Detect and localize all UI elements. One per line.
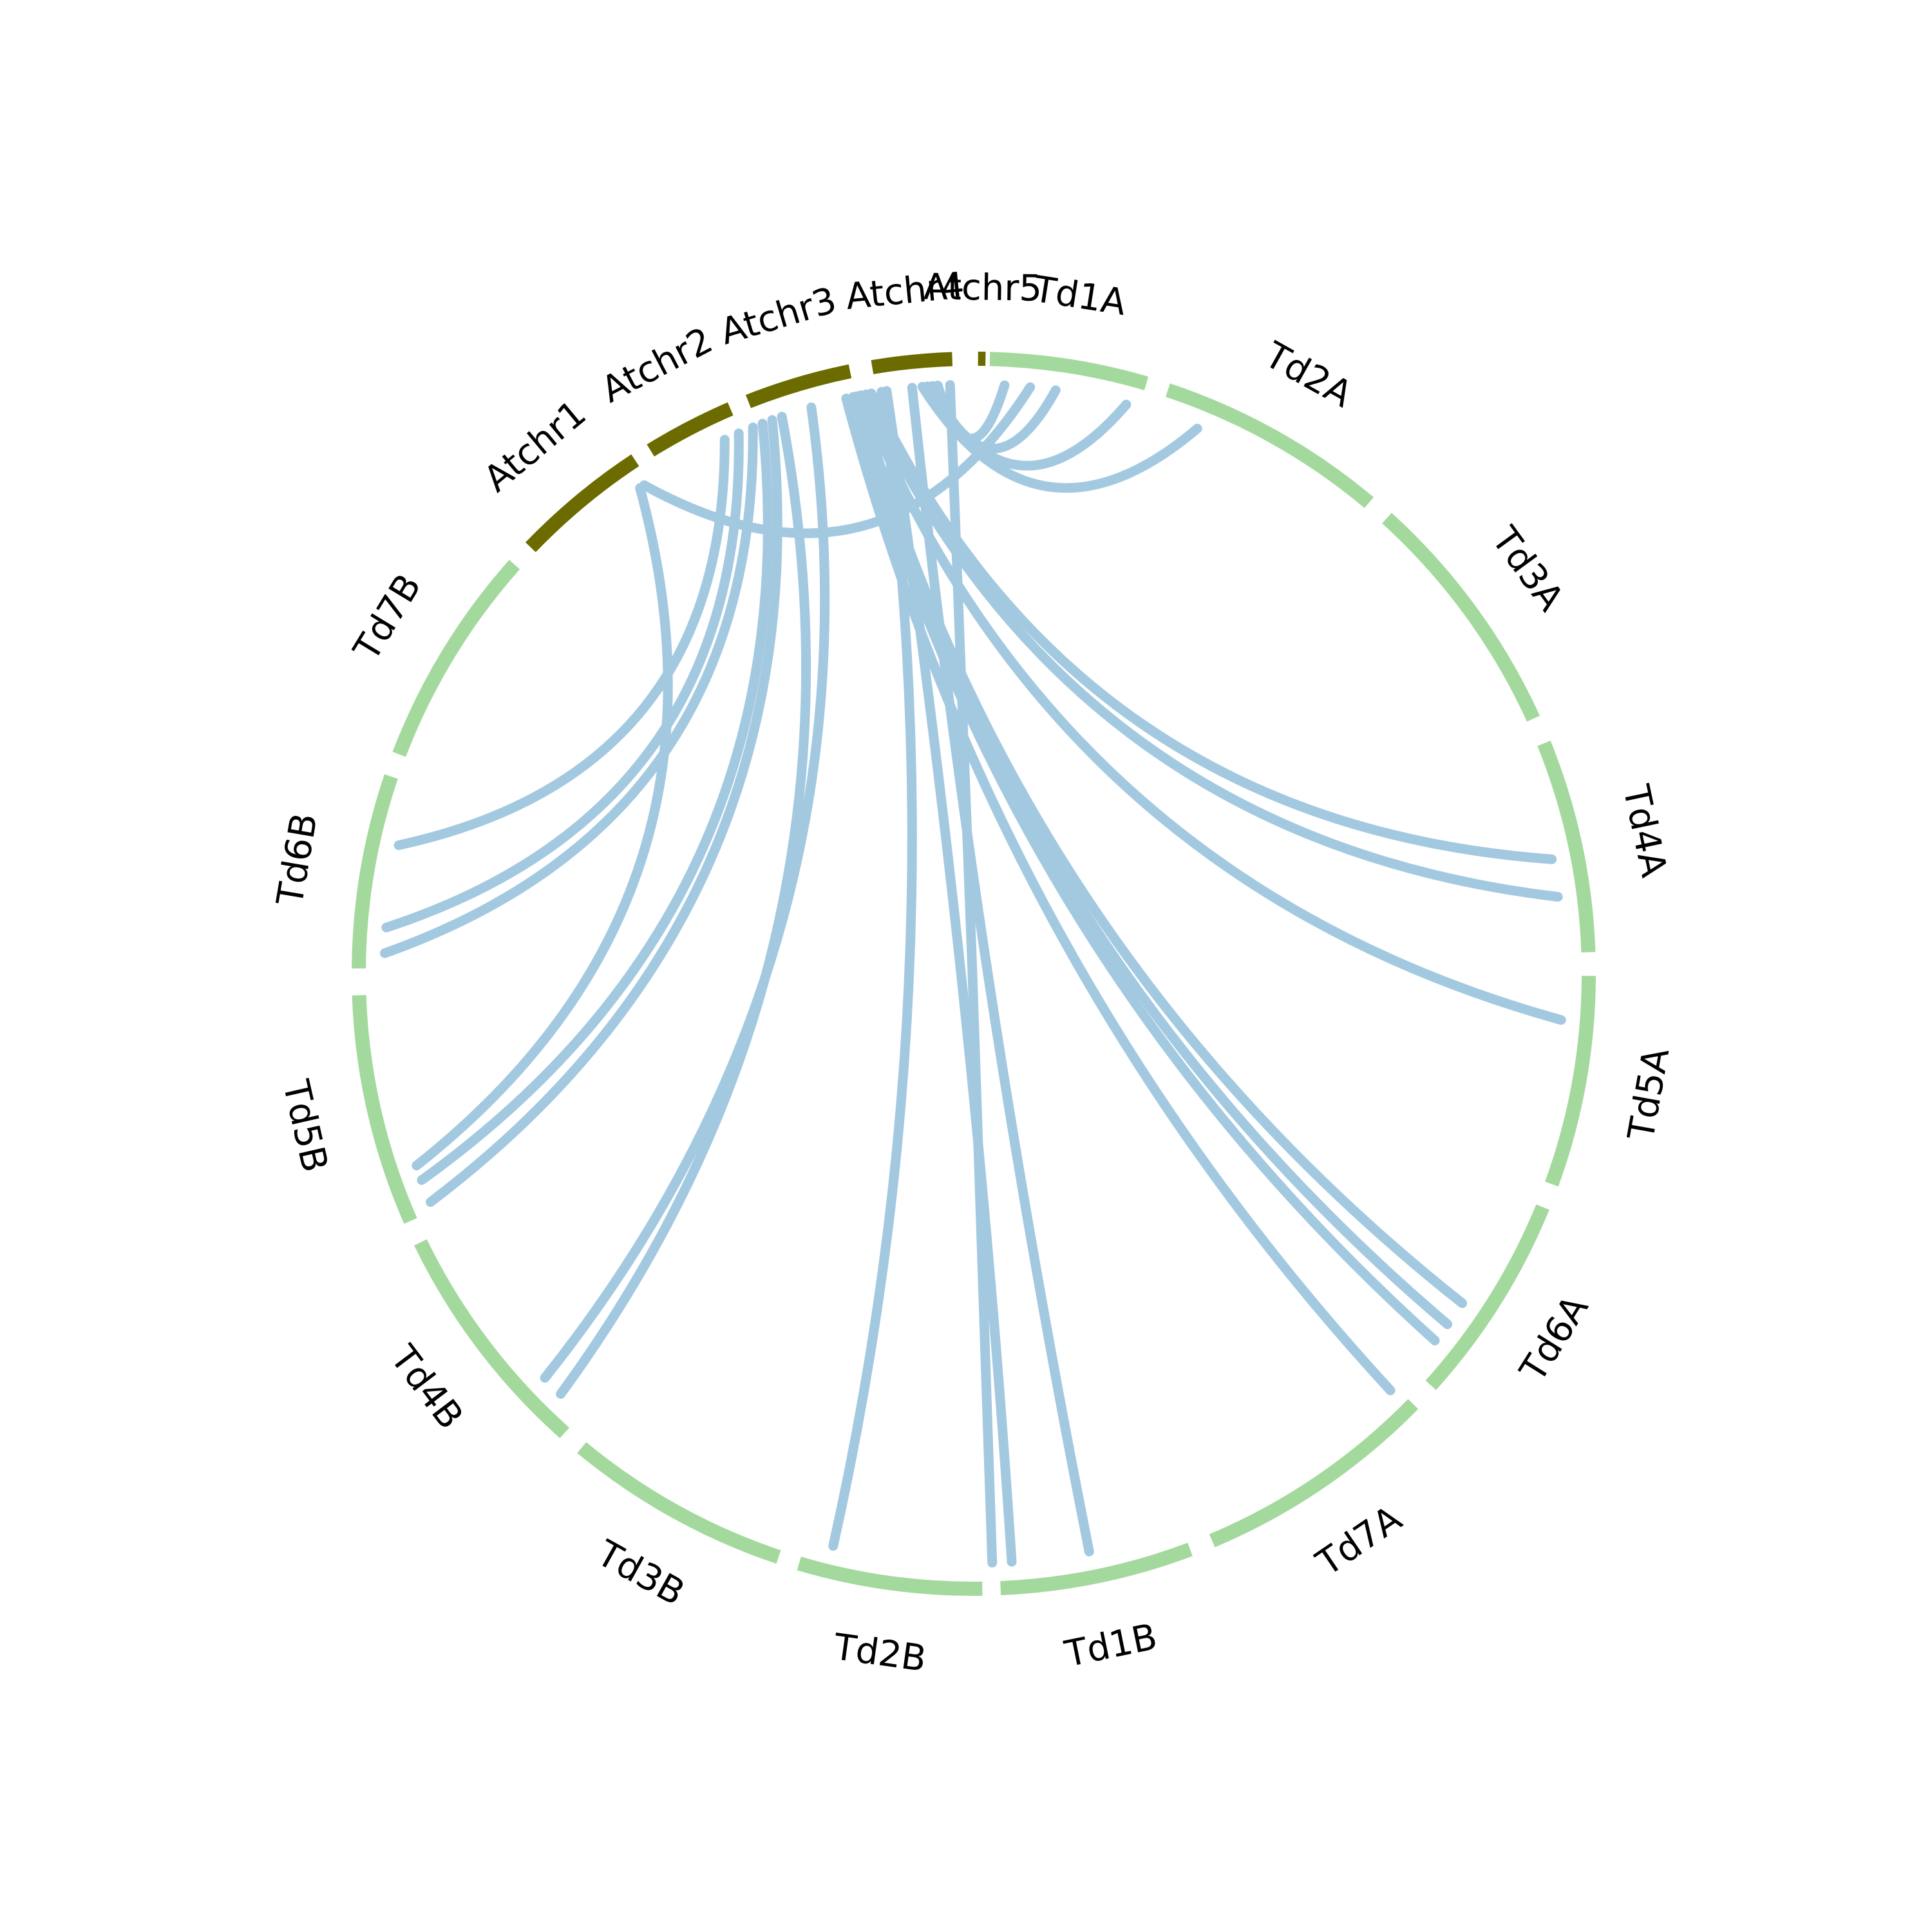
segment-arc-td2b xyxy=(797,1557,983,1596)
segment-arc-td5a xyxy=(1545,976,1596,1187)
link-atchr4-td4a-8 xyxy=(866,388,1557,864)
segment-label-atchr1: Atchr1 xyxy=(476,392,594,500)
segment-label-td3a: Td3A xyxy=(1483,519,1572,619)
segment-label-td6a: Td6A xyxy=(1511,1289,1596,1390)
segment-arc-td6a xyxy=(1425,1204,1549,1390)
segment-arc-td1a xyxy=(989,352,1149,390)
link-atchr1-td1a-22 xyxy=(639,382,1036,538)
links-layer xyxy=(380,380,1566,1568)
segment-label-td2b: Td2B xyxy=(831,1626,929,1680)
segment-arc-atchr4 xyxy=(871,352,953,374)
link-atchr2-td6b-20 xyxy=(381,428,744,933)
segment-label-atchr5: Atchr5 xyxy=(923,266,1042,309)
segment-label-td1b: Td1B xyxy=(1061,1616,1160,1676)
segment-label-td4a: Td4A xyxy=(1615,781,1675,881)
segment-label-td3b: Td3B xyxy=(589,1532,691,1614)
segment-arc-td2a xyxy=(1165,383,1374,508)
segment-arc-atchr3 xyxy=(745,364,852,408)
segment-arc-td4a xyxy=(1537,741,1596,953)
segment-label-atchr3: Atchr3 xyxy=(715,279,841,354)
segment-label-td7b: Td7B xyxy=(345,567,430,668)
segment-arc-td6b xyxy=(352,774,398,969)
segment-label-td1a: Td1A xyxy=(1030,268,1129,324)
segment-arc-td1b xyxy=(1000,1542,1193,1596)
link-atchr4-td4a-9 xyxy=(861,389,1563,902)
link-atchr4-td6a-13 xyxy=(848,392,1440,1346)
segments-layer xyxy=(352,352,1596,1596)
link-atchr2-td7b-21 xyxy=(393,435,730,850)
link-atchr3-td4b-16 xyxy=(556,412,811,1399)
segment-arc-td4b xyxy=(414,1239,570,1439)
segment-arc-td3b xyxy=(577,1442,781,1564)
segment-arc-td7a xyxy=(1209,1399,1419,1548)
link-atchr4-td5a-10 xyxy=(856,390,1566,1025)
link-atchr5-td2b-5 xyxy=(945,380,998,1568)
segment-arc-td3a xyxy=(1382,513,1540,722)
segment-arc-atchr1 xyxy=(525,454,639,553)
segment-label-td2a: Td2A xyxy=(1257,334,1359,415)
segment-label-td5b: Td5B xyxy=(274,1076,336,1177)
segment-label-atchr2: Atchr2 xyxy=(595,319,719,412)
link-atchr3-td5b-18 xyxy=(417,419,773,1185)
segment-arc-td5b xyxy=(352,994,417,1224)
link-atchr5-td1b-4 xyxy=(907,383,1094,1557)
segment-arc-td7b xyxy=(392,560,520,757)
segment-arc-atchr2 xyxy=(647,402,734,457)
link-atchr1-td5b-23 xyxy=(412,483,673,1171)
link-atchr4-td7a-14 xyxy=(841,393,1396,1396)
segment-label-td4b: Td4B xyxy=(382,1338,471,1437)
segment-label-td6b: Td6B xyxy=(269,810,326,909)
link-atchr3-td5b-17 xyxy=(425,415,782,1208)
segment-label-td7a: Td7A xyxy=(1309,1498,1409,1585)
segment-label-td5a: Td5A xyxy=(1620,1045,1678,1144)
